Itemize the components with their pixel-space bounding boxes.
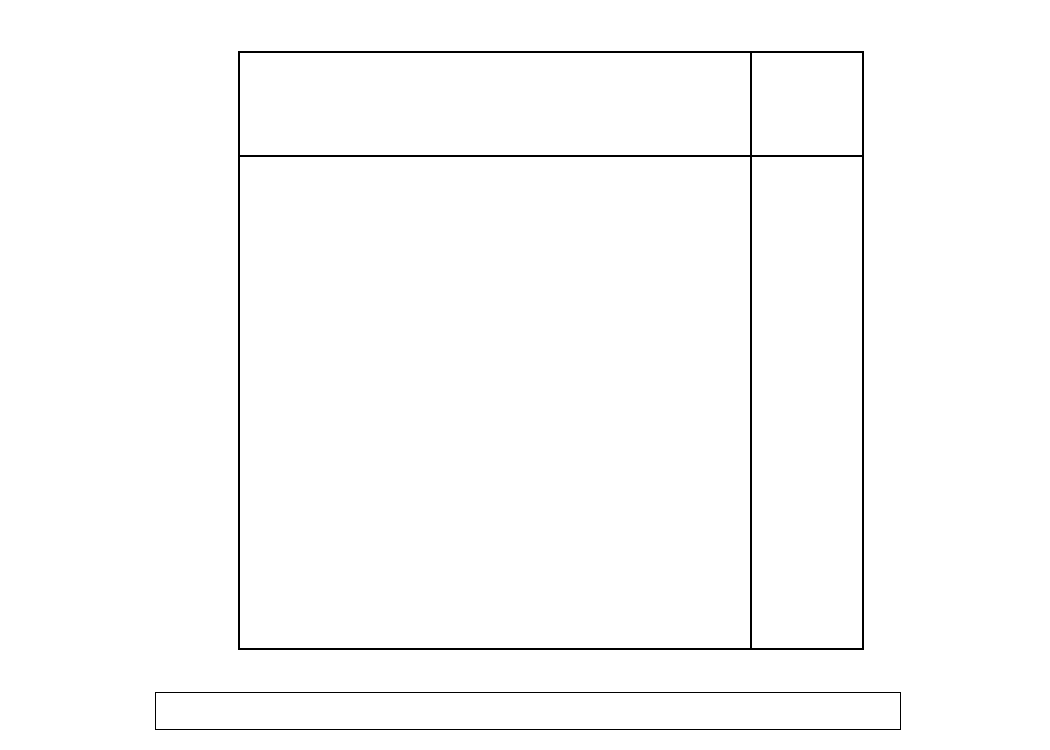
altitude-latitude-panel bbox=[750, 155, 864, 650]
altitude-longitude-panel bbox=[238, 51, 754, 159]
time-range-box bbox=[155, 692, 901, 730]
map-plot bbox=[240, 157, 752, 648]
map-panel bbox=[238, 155, 754, 650]
corner-box bbox=[750, 51, 864, 159]
altitude-latitude-plot bbox=[752, 157, 862, 648]
altitude-longitude-plot bbox=[240, 53, 752, 157]
